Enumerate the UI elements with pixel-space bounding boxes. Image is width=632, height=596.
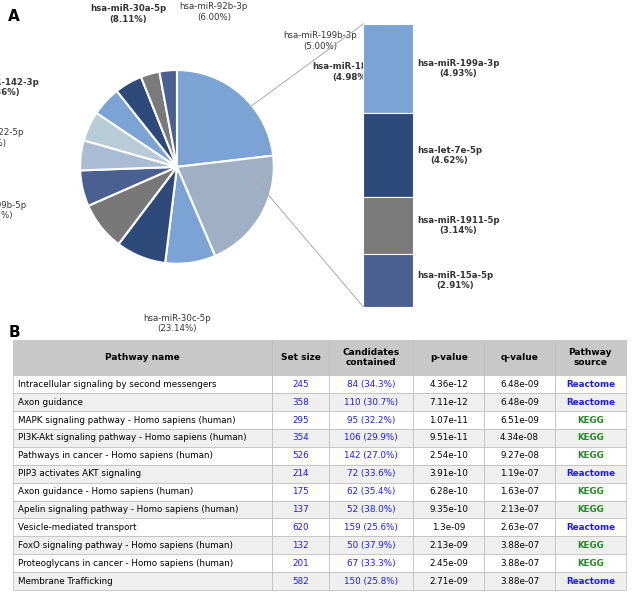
Wedge shape — [84, 113, 177, 167]
Wedge shape — [117, 77, 177, 167]
Text: hsa-miR-183-5p
(4.98%): hsa-miR-183-5p (4.98%) — [313, 62, 389, 82]
Text: hsa-miR-15a-5p
(2.91%): hsa-miR-15a-5p (2.91%) — [417, 271, 493, 290]
Text: hsa-miR-199b-3p
(5.00%): hsa-miR-199b-3p (5.00%) — [284, 31, 357, 51]
Wedge shape — [159, 70, 177, 167]
Text: hsa-miR-142-3p
(8.36%): hsa-miR-142-3p (8.36%) — [0, 77, 39, 97]
Wedge shape — [141, 72, 177, 167]
Text: hsa-miR-92b-3p
(6.00%): hsa-miR-92b-3p (6.00%) — [179, 2, 248, 21]
Wedge shape — [177, 70, 273, 167]
Wedge shape — [80, 140, 177, 170]
Bar — [363, 113, 413, 197]
Text: hsa-miR-30c-5p
(23.14%): hsa-miR-30c-5p (23.14%) — [143, 314, 211, 334]
Text: B: B — [8, 325, 20, 340]
Wedge shape — [177, 156, 274, 256]
Text: hsa-miR-30a-5p
(8.11%): hsa-miR-30a-5p (8.11%) — [90, 4, 167, 23]
Bar — [363, 197, 413, 254]
Wedge shape — [165, 167, 215, 263]
Wedge shape — [88, 167, 177, 244]
Wedge shape — [97, 91, 177, 167]
Text: hsa-miR-122-5p
(8.38%): hsa-miR-122-5p (8.38%) — [0, 128, 24, 148]
Text: hsa-miR-199a-3p
(4.93%): hsa-miR-199a-3p (4.93%) — [417, 59, 499, 78]
Bar — [363, 24, 413, 113]
Wedge shape — [119, 167, 177, 263]
Wedge shape — [80, 167, 177, 206]
Bar — [363, 254, 413, 307]
Text: hsa-miR-99b-5p
(20.42%): hsa-miR-99b-5p (20.42%) — [0, 201, 27, 220]
Text: hsa-let-7e-5p
(4.62%): hsa-let-7e-5p (4.62%) — [417, 145, 482, 165]
Text: hsa-miR-1911-5p
(3.14%): hsa-miR-1911-5p (3.14%) — [417, 216, 499, 235]
Text: A: A — [8, 9, 20, 24]
